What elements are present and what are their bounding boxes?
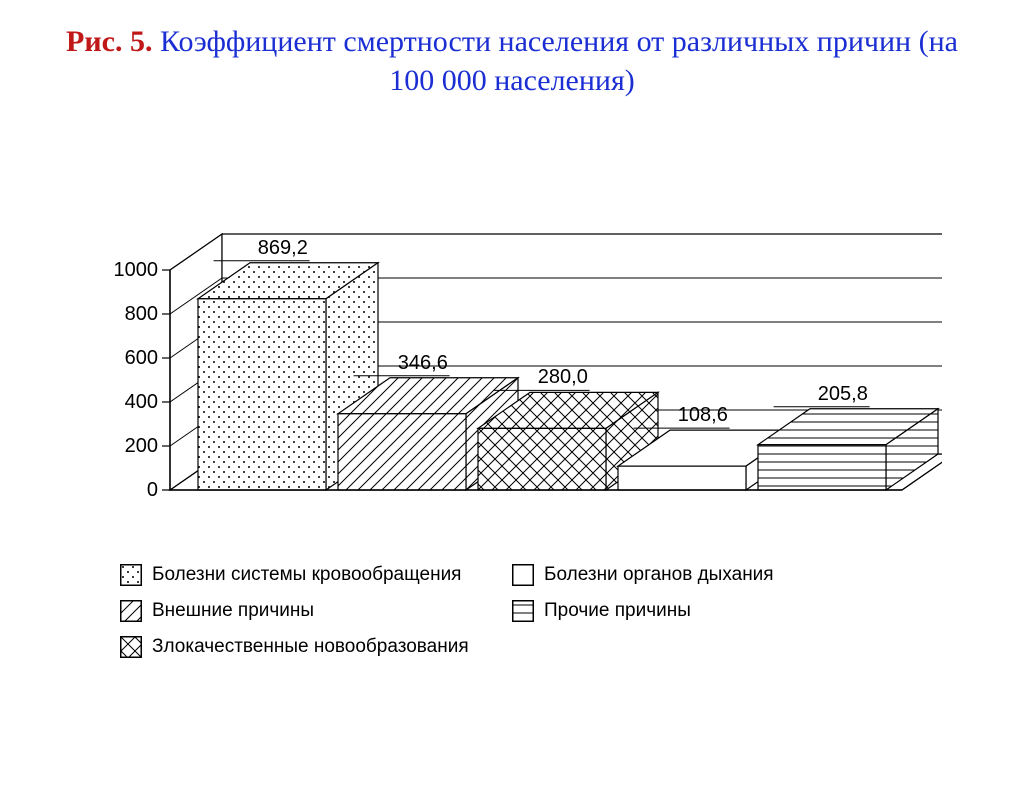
legend-label: Болезни органов дыхания xyxy=(544,564,774,586)
legend-label: Злокачественные новообразования xyxy=(152,636,469,658)
legend-swatch xyxy=(120,564,142,586)
legend-swatch xyxy=(512,600,534,622)
y-tick-label: 1000 xyxy=(98,259,158,282)
chart-title: Рис. 5. Коэффициент смертности населения… xyxy=(60,22,964,100)
bar-value-label: 205,8 xyxy=(769,383,917,406)
bar-value-label: 108,6 xyxy=(629,404,777,427)
y-tick-label: 800 xyxy=(98,303,158,326)
bar-value-label: 346,6 xyxy=(349,352,497,375)
y-tick-label: 600 xyxy=(98,347,158,370)
legend-item: Болезни системы кровообращения xyxy=(120,564,512,586)
legend-label: Прочие причины xyxy=(544,600,691,622)
legend-item: Болезни органов дыхания xyxy=(512,564,904,586)
legend-item: Внешние причины xyxy=(120,600,512,622)
chart-svg xyxy=(82,130,942,540)
bar-value-label: 280,0 xyxy=(489,366,637,389)
y-tick-label: 0 xyxy=(98,479,158,502)
legend-label: Болезни системы кровообращения xyxy=(152,564,461,586)
bar-value-label: 869,2 xyxy=(209,237,357,260)
title-prefix: Рис. 5. xyxy=(66,25,152,58)
legend-item: Злокачественные новообразования xyxy=(120,636,512,658)
legend-label: Внешние причины xyxy=(152,600,314,622)
y-tick-label: 400 xyxy=(98,391,158,414)
legend: Болезни системы кровообращения Болезни ор… xyxy=(120,564,904,672)
title-rest: Коэффициент смертности населения от разл… xyxy=(152,25,957,97)
chart-area: 0 200 400 600 800 1000 869,2 346,6280,0 108,620… xyxy=(82,130,942,540)
legend-item: Прочие причины xyxy=(512,600,904,622)
legend-swatch xyxy=(120,600,142,622)
legend-swatch xyxy=(512,564,534,586)
y-tick-label: 200 xyxy=(98,435,158,458)
legend-swatch xyxy=(120,636,142,658)
